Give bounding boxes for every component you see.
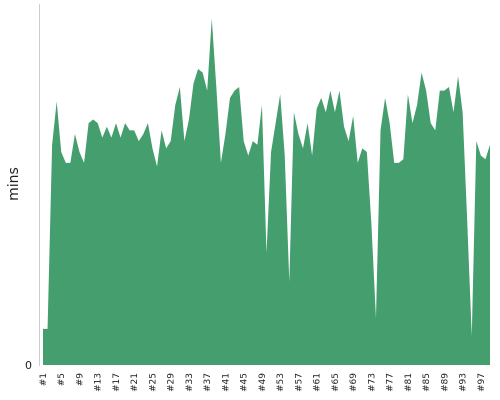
x-tick-label: #89	[440, 373, 450, 392]
x-tick-label: #33	[185, 373, 195, 392]
y-tick-label-0: 0	[25, 359, 32, 372]
x-tick-label: #29	[167, 373, 177, 392]
x-tick-label: #65	[331, 373, 341, 392]
x-tick-label: #21	[130, 373, 140, 392]
x-tick-label: #5	[57, 373, 67, 386]
x-tick-label: #17	[112, 373, 122, 392]
y-axis-label: mins	[6, 167, 22, 201]
x-tick-label: #77	[386, 373, 396, 392]
x-tick-label: #53	[276, 373, 286, 392]
x-tick-label: #69	[349, 373, 359, 392]
x-tick-label: #73	[367, 373, 377, 392]
x-tick-label: #9	[75, 373, 85, 387]
x-tick-labels: #1 #5 #9 #13 #17 #21 #25 #29 #33 #37 #41 #45 #49 #53 #…	[39, 373, 487, 392]
x-tick-label: #49	[258, 373, 268, 392]
x-tick-label: #41	[221, 373, 231, 392]
x-tick-label: #45	[240, 373, 250, 392]
x-tick-label: #97	[477, 373, 487, 392]
x-tick-label: #1	[39, 373, 49, 386]
x-tick-label: #61	[313, 373, 323, 392]
x-tick-label: #25	[148, 373, 158, 392]
x-tick-label: #85	[422, 373, 432, 392]
area-series	[43, 18, 490, 365]
x-tick-label: #81	[404, 373, 414, 392]
x-tick-label: #57	[294, 373, 304, 392]
x-tick-label: #13	[94, 373, 104, 392]
x-tick-label: #37	[203, 373, 213, 392]
x-tick-label: #93	[459, 373, 469, 392]
plot-area	[43, 18, 490, 365]
